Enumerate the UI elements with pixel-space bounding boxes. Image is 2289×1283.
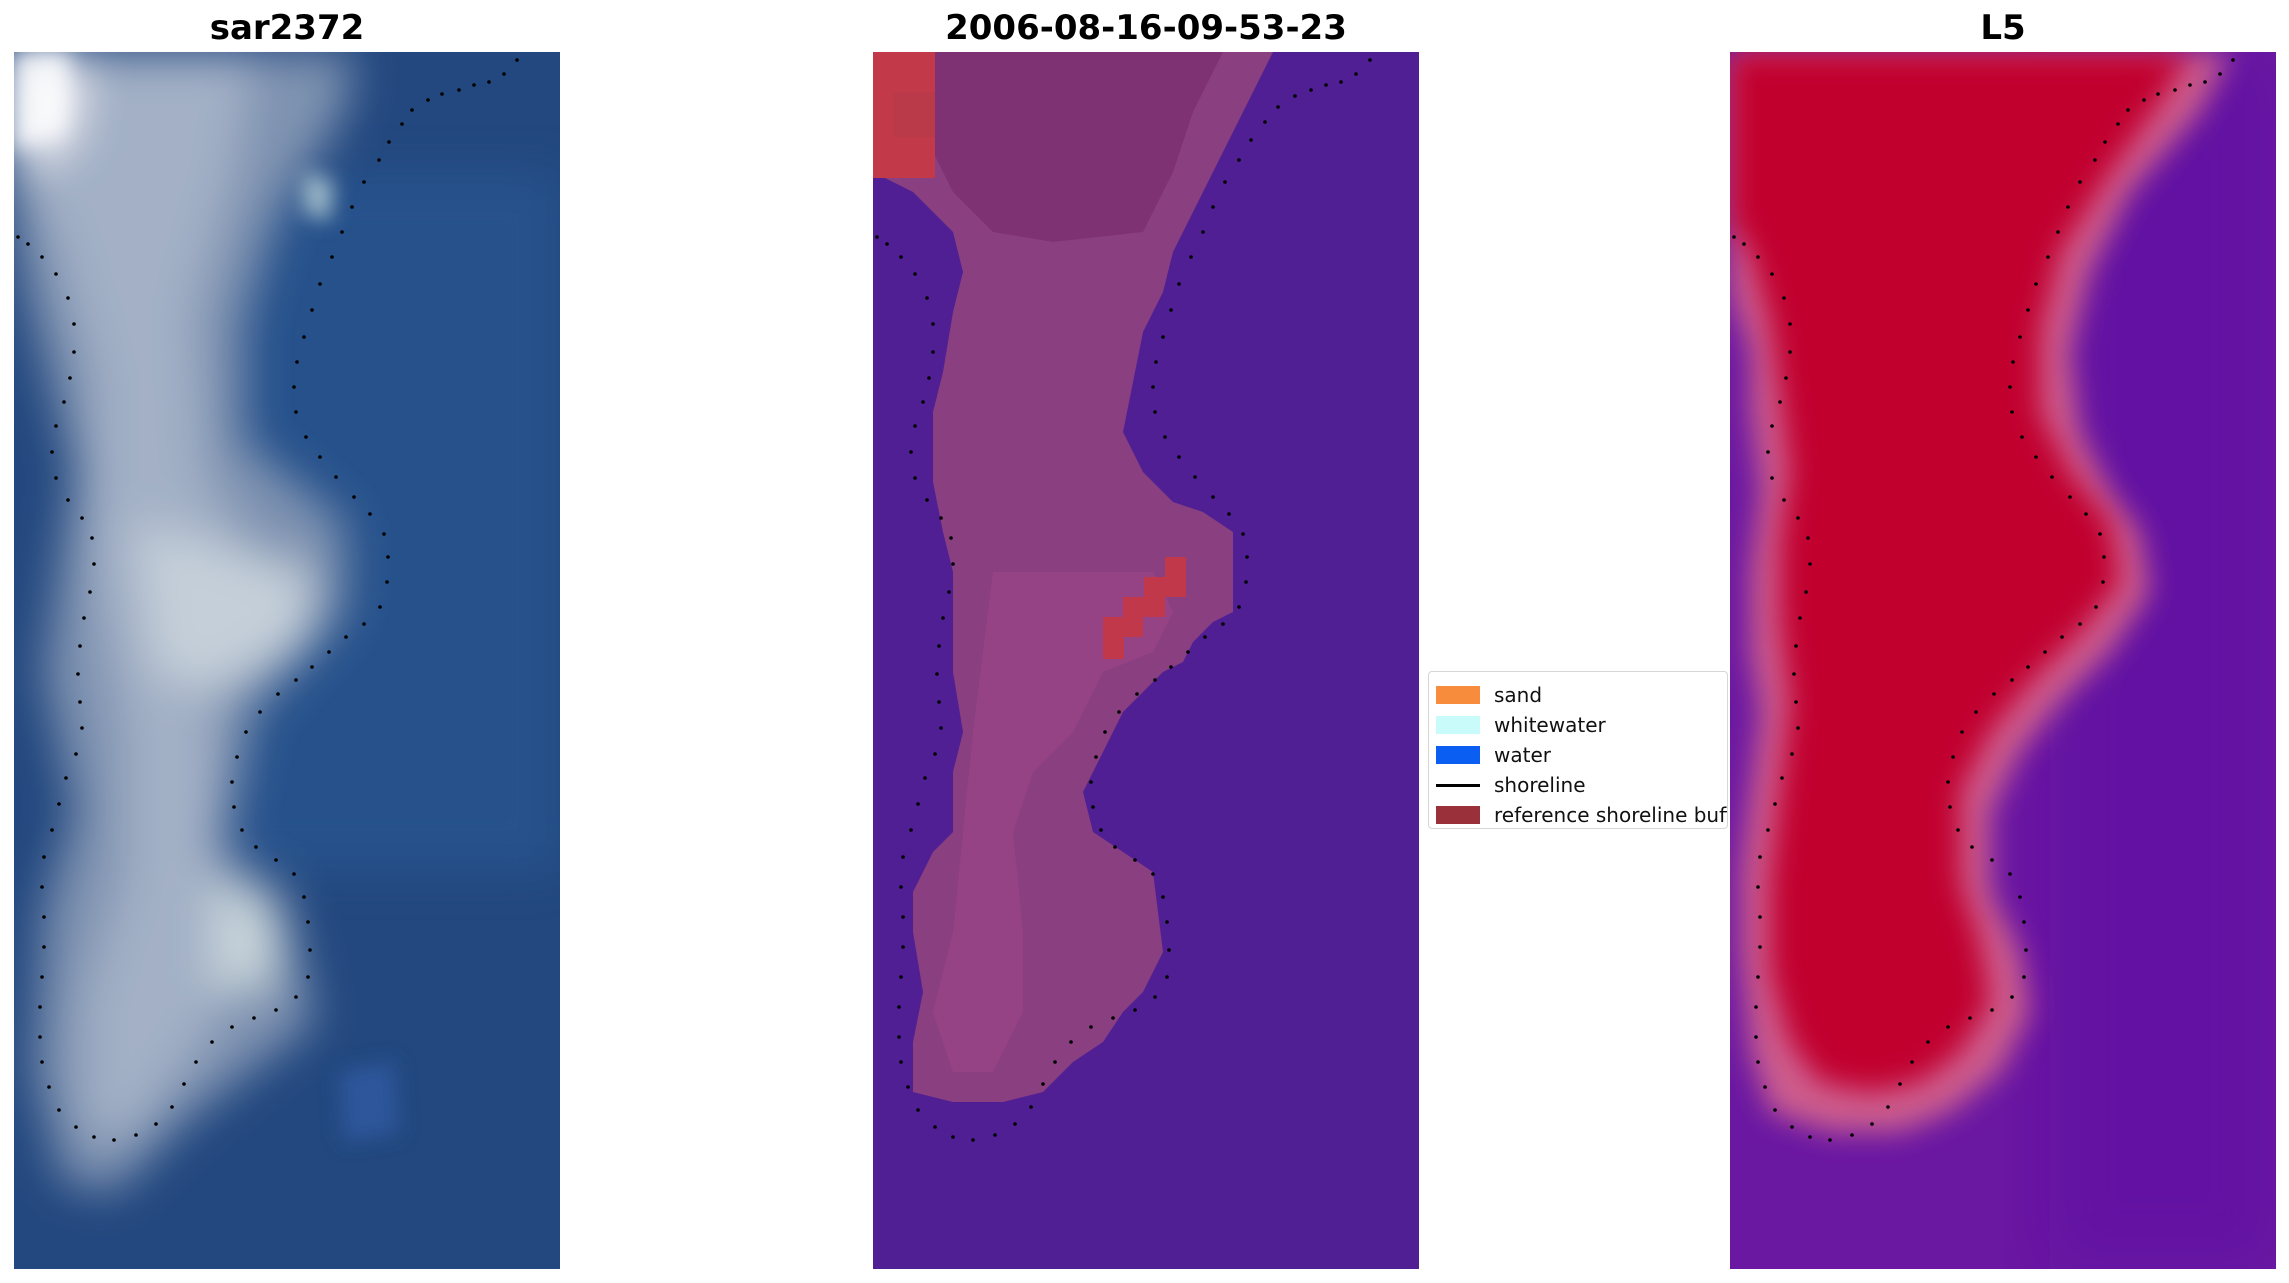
whitewater-swatch: [1436, 716, 1480, 734]
legend-item-sand: sand: [1429, 682, 1542, 708]
rgb-image-panel: [14, 52, 560, 1269]
legend-item-whitewater: whitewater: [1429, 712, 1606, 738]
legend-label-reference-buffer: reference shoreline buffer: [1494, 803, 1728, 827]
shoreline-line-swatch: [1436, 783, 1480, 787]
legend-label-whitewater: whitewater: [1494, 713, 1606, 737]
legend-item-shoreline: shoreline: [1429, 772, 1586, 798]
classification-panel: [873, 52, 1419, 1269]
panel-title-rgb: sar2372: [209, 8, 365, 48]
legend-item-reference-buffer: reference shoreline buffer: [1429, 802, 1728, 828]
legend-label-shoreline: shoreline: [1494, 773, 1586, 797]
legend: sand whitewater water shoreline referenc…: [1428, 671, 1728, 829]
legend-item-water: water: [1429, 742, 1551, 768]
sand-swatch: [1436, 686, 1480, 704]
water-swatch: [1436, 746, 1480, 764]
reference-buffer-swatch: [1436, 806, 1480, 824]
panel-title-index: L5: [1980, 8, 2026, 48]
legend-label-sand: sand: [1494, 683, 1543, 707]
index-panel: [1730, 52, 2276, 1269]
panel-title-classification: 2006-08-16-09-53-23: [945, 8, 1347, 48]
shoreline-dots: [16, 58, 519, 1142]
legend-label-water: water: [1494, 743, 1551, 767]
